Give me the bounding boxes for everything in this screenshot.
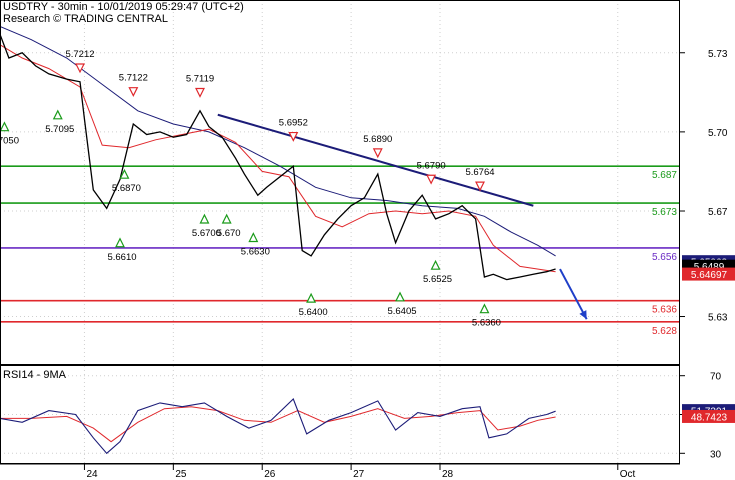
pivot-low-marker	[52, 109, 63, 120]
price-panel: 5.7212 5.7122 5.7119 5.6952 5.6890 5.6790 5.67…	[0, 0, 735, 365]
projection-arrow-head	[579, 310, 587, 320]
pivot-low-label: 5.6400	[299, 307, 328, 318]
pivot-low-label: 5.7050	[0, 136, 19, 147]
pivot-high-marker	[288, 131, 299, 142]
resistance-trendline	[217, 113, 534, 207]
pivot-low-label: 5.6360	[472, 318, 501, 329]
pivot-high-label: 5.7122	[119, 73, 148, 84]
rsi-y-tick-label: 70	[710, 372, 722, 383]
pivot-high-label: 5.6890	[363, 134, 392, 145]
level-label: 5.673	[652, 207, 677, 218]
pivot-high-marker	[75, 63, 85, 74]
pivot-low-marker	[395, 291, 405, 302]
price-y-tick-label: 5.70	[708, 128, 728, 139]
pivot-low-label: 5.7095	[45, 124, 74, 135]
chart-header-source: Research © TRADING CENTRAL	[3, 13, 168, 25]
price-line	[0, 34, 556, 281]
level-label: 5.628	[652, 326, 677, 337]
x-tick-label: 27	[353, 469, 365, 480]
pivot-low-marker	[306, 292, 317, 303]
x-tick-label: 25	[175, 469, 187, 480]
x-tick-label: 28	[442, 469, 454, 480]
pivot-high-label: 5.7119	[186, 73, 214, 84]
pivot-low-label: 5.670	[217, 228, 241, 239]
price-y-tick-label: 5.67	[708, 207, 728, 218]
pivot-low-marker	[199, 213, 210, 224]
pivot-high-label: 5.6764	[465, 167, 494, 178]
level-label: 5.656	[652, 252, 677, 263]
pivot-low-marker	[479, 303, 490, 314]
pivot-low-label: 5.6630	[241, 246, 270, 257]
level-label: 5.687	[652, 170, 677, 181]
x-axis: 24 25 26 27 28 Oct	[0, 463, 680, 480]
price-value-box	[682, 267, 735, 281]
pivot-low-marker	[248, 232, 259, 243]
pivot-high-label: 5.7212	[65, 49, 94, 60]
pivot-low-label: 5.6525	[423, 274, 452, 285]
rsi-line	[0, 398, 556, 455]
moving-average-blue-line	[0, 25, 556, 257]
pivot-low-label: 5.6405	[387, 306, 416, 317]
pivot-high-marker	[195, 87, 205, 98]
pivot-high-marker	[128, 87, 139, 98]
projection-arrow-shaft	[559, 268, 588, 320]
price-value-box-label: 5.64697	[691, 270, 728, 281]
pivot-high-marker	[372, 148, 383, 159]
x-tick-label: 24	[86, 469, 98, 480]
rsi-title: RSI14 - 9MA	[3, 369, 67, 381]
price-y-tick-label: 5.63	[708, 313, 728, 324]
pivot-high-label: 5.6790	[417, 160, 446, 171]
rsi-value-box-label: 48.7423	[691, 412, 728, 423]
pivot-low-marker	[119, 168, 130, 179]
moving-average-red-line	[0, 44, 556, 273]
pivot-low-label: 5.6610	[107, 252, 136, 263]
pivot-low-marker	[115, 237, 125, 248]
level-label: 5.636	[652, 305, 677, 316]
rsi-value-box	[682, 409, 735, 423]
pivot-high-marker	[426, 174, 437, 185]
price-y-tick-label: 5.73	[708, 49, 728, 60]
price-panel-border	[0, 0, 680, 365]
chart-header-title: USDTRY - 30min - 10/01/2019 05:29:47 (UT…	[3, 1, 244, 13]
pivot-low-marker	[430, 259, 441, 270]
rsi-y-tick-label: 30	[710, 449, 722, 460]
pivot-high-marker	[475, 181, 485, 192]
x-tick-label: Oct	[620, 469, 636, 480]
pivot-low-marker	[0, 121, 10, 132]
pivot-low-label: 5.6870	[112, 183, 141, 194]
pivot-low-marker	[221, 213, 232, 224]
pivot-low-label: 5.6700	[192, 228, 221, 239]
pivot-high-label: 5.6952	[279, 118, 308, 129]
x-tick-label: 26	[264, 469, 276, 480]
